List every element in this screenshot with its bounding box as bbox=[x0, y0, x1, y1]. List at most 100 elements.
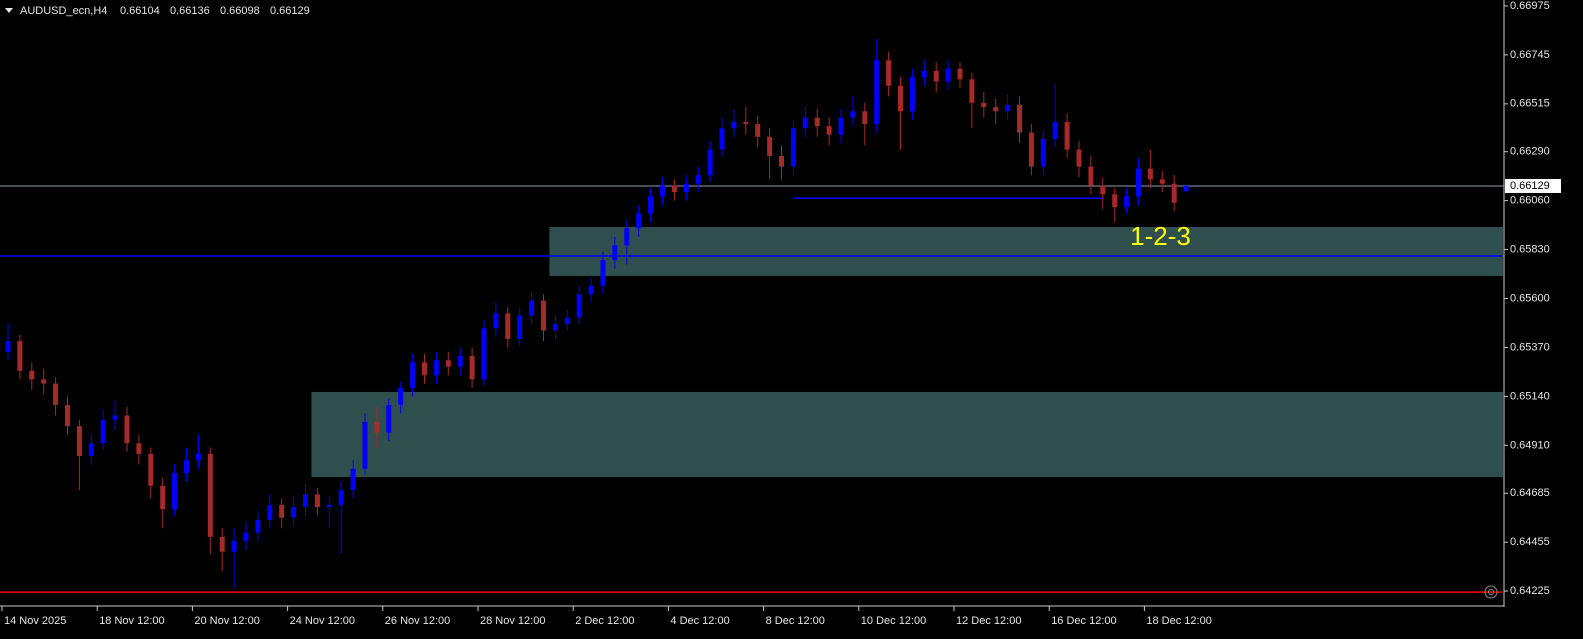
candle-body bbox=[279, 504, 285, 518]
candle-body bbox=[112, 415, 118, 420]
candle-body bbox=[53, 383, 59, 405]
candle-body bbox=[124, 415, 130, 444]
candle-body bbox=[719, 128, 725, 150]
candle-body bbox=[648, 196, 654, 214]
candle-body bbox=[100, 419, 106, 444]
candle-body bbox=[755, 124, 761, 137]
candle-body bbox=[1040, 138, 1046, 167]
candle-body bbox=[1136, 168, 1141, 197]
candle-body bbox=[541, 300, 546, 331]
candle-body bbox=[969, 79, 975, 103]
candle-body bbox=[350, 468, 356, 491]
candle-body bbox=[1005, 104, 1011, 112]
candle-body bbox=[5, 341, 11, 352]
candle-body bbox=[386, 404, 392, 433]
candle-body bbox=[445, 360, 451, 367]
candle-body bbox=[29, 370, 35, 380]
x-tick-label: 8 Dec 12:00 bbox=[766, 615, 825, 627]
candle-body bbox=[433, 360, 439, 376]
zones bbox=[311, 227, 1504, 478]
x-tick-label: 20 Nov 12:00 bbox=[194, 615, 259, 627]
y-tick-label: 0.64910 bbox=[1510, 439, 1550, 451]
y-tick-label: 0.65830 bbox=[1510, 243, 1550, 255]
y-tick-label: 0.66290 bbox=[1510, 146, 1550, 158]
auto-scroll-icon-inner bbox=[1488, 589, 1494, 595]
zone bbox=[311, 391, 1504, 478]
x-tick-label: 4 Dec 12:00 bbox=[670, 615, 729, 627]
candle-body bbox=[600, 260, 606, 286]
candle-body bbox=[814, 117, 820, 127]
candle-body bbox=[314, 494, 320, 508]
x-tick-label: 28 Nov 12:00 bbox=[480, 615, 545, 627]
y-tick-label: 0.65370 bbox=[1510, 341, 1550, 353]
candle-body bbox=[612, 245, 618, 261]
y-tick-label: 0.66515 bbox=[1510, 98, 1550, 110]
candle-body bbox=[671, 185, 677, 193]
candle-body bbox=[231, 541, 237, 552]
candle-body bbox=[17, 341, 23, 371]
candle-body bbox=[1064, 121, 1070, 150]
candle-body bbox=[707, 149, 713, 176]
candle-body bbox=[136, 443, 142, 454]
candle-body bbox=[362, 421, 368, 469]
candle-body bbox=[88, 443, 94, 456]
x-tick-label: 24 Nov 12:00 bbox=[290, 615, 355, 627]
candle-body bbox=[1112, 194, 1118, 208]
candle-body bbox=[255, 519, 261, 533]
header-close: 0.66129 bbox=[270, 5, 310, 17]
candle-body bbox=[576, 294, 582, 318]
header-low: 0.66098 bbox=[220, 5, 260, 17]
symbol: AUDUSD_ecn,H4 bbox=[20, 5, 107, 17]
candle-body bbox=[517, 315, 523, 339]
x-tick-label: 26 Nov 12:00 bbox=[385, 615, 450, 627]
x-tick-label: 14 Nov 2025 bbox=[4, 615, 66, 627]
axes: 0.66975 0.66745 0.66515 0.66290 0.66060 0.658… bbox=[0, 0, 1550, 627]
candle-body bbox=[303, 494, 308, 508]
candle-body bbox=[1088, 166, 1094, 186]
header-open: 0.66104 bbox=[120, 5, 160, 17]
candle-body bbox=[41, 379, 47, 384]
candle-body bbox=[76, 426, 82, 456]
y-tick-label: 0.66745 bbox=[1510, 49, 1550, 61]
candle-body bbox=[243, 532, 249, 542]
candle-body bbox=[493, 313, 499, 329]
candle-body bbox=[469, 355, 475, 380]
candle-body bbox=[874, 60, 880, 125]
annotation: 1-2-3 bbox=[1130, 221, 1191, 251]
candle-body bbox=[1028, 132, 1034, 167]
y-tick-label: 0.64455 bbox=[1510, 536, 1550, 548]
auto-scroll-icon[interactable] bbox=[1484, 585, 1498, 599]
candle-body bbox=[1017, 104, 1022, 133]
candle-body bbox=[981, 102, 987, 108]
candle-body bbox=[898, 85, 903, 112]
candle-body bbox=[207, 453, 213, 537]
candle-body bbox=[957, 68, 963, 80]
candle-body bbox=[826, 126, 832, 135]
candle-body bbox=[160, 485, 166, 510]
candle-body bbox=[172, 473, 178, 510]
candle-body bbox=[945, 68, 951, 82]
menu-arrow[interactable] bbox=[5, 8, 13, 13]
y-tick-label: 0.64225 bbox=[1510, 585, 1550, 597]
y-tick-label: 0.65600 bbox=[1510, 292, 1550, 304]
candle-body bbox=[481, 328, 487, 380]
candle-body bbox=[624, 228, 630, 246]
candle-body bbox=[850, 111, 856, 118]
candle-body bbox=[790, 128, 796, 167]
y-tick-label: 0.66975 bbox=[1510, 0, 1550, 12]
candle-body bbox=[683, 183, 689, 193]
y-tick-label: 0.66060 bbox=[1510, 195, 1550, 207]
candle-body bbox=[1159, 179, 1165, 184]
candle-body bbox=[564, 317, 570, 325]
candle-body bbox=[65, 404, 70, 427]
candle-body bbox=[505, 313, 511, 339]
candle-body bbox=[1100, 185, 1106, 195]
candle-body bbox=[326, 504, 332, 508]
candle-body bbox=[588, 285, 594, 295]
candle-body bbox=[219, 536, 225, 552]
candle-body bbox=[660, 185, 665, 197]
y-tick-label: 0.65140 bbox=[1510, 390, 1550, 402]
candle-body bbox=[802, 117, 808, 129]
